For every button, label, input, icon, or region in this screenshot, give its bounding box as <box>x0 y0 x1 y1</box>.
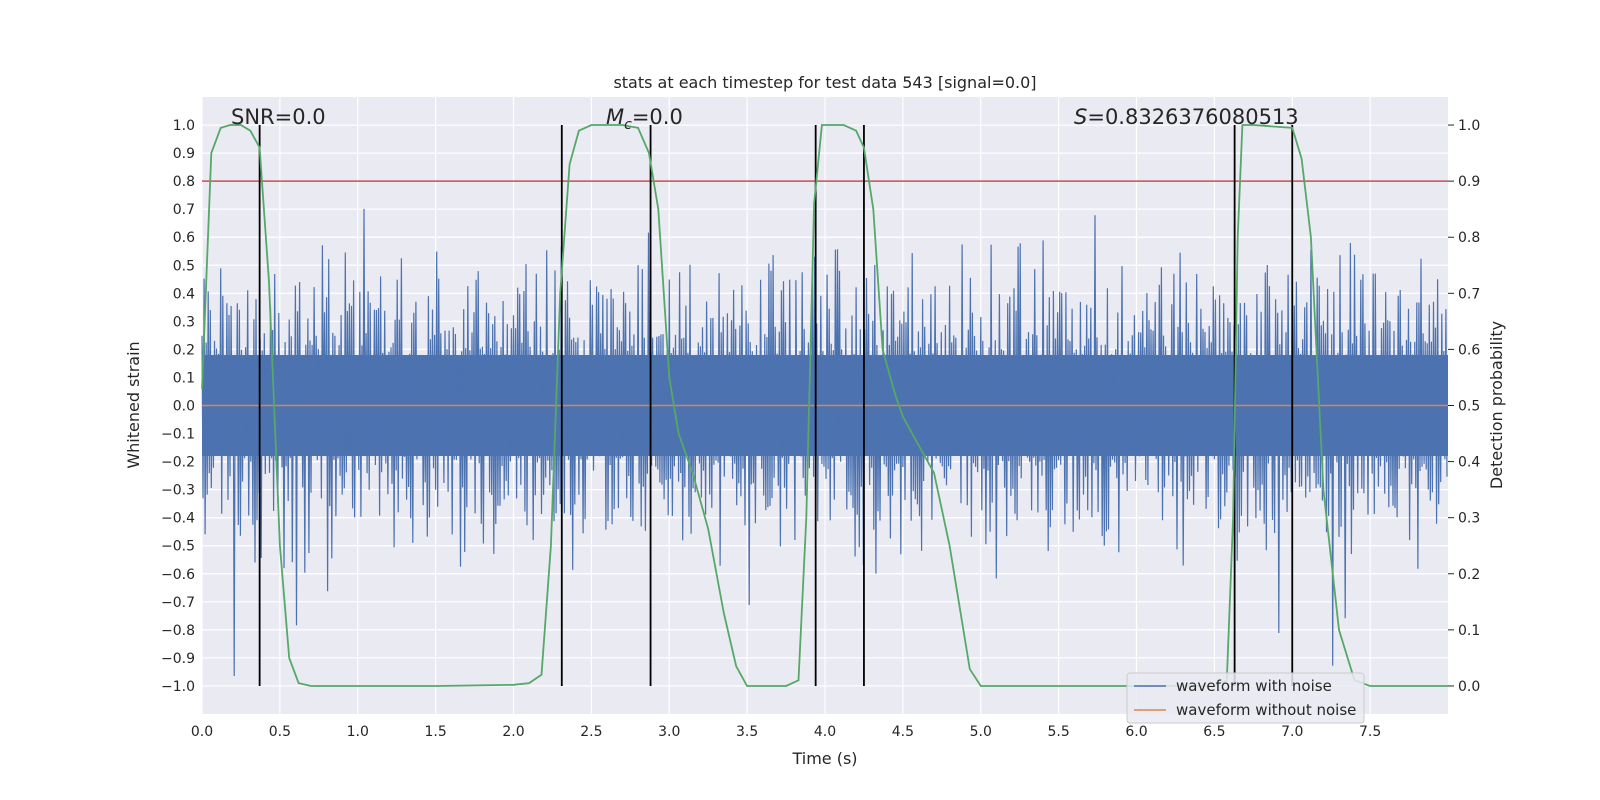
y-right-tick-label: 0.2 <box>1458 567 1480 583</box>
legend-box <box>1126 672 1365 724</box>
snr-annotation: SNR=0.0 <box>231 105 326 129</box>
x-tick-label: 2.0 <box>502 724 524 740</box>
y-right-tick-label: 0.1 <box>1458 623 1480 639</box>
legend: waveform with noise waveform without noi… <box>1126 672 1365 724</box>
y-right-tick-label: 0.6 <box>1458 342 1480 358</box>
y-tick-label: 0.7 <box>173 202 195 218</box>
y-right-tick-label: 0.9 <box>1458 174 1480 190</box>
detection-probability-line <box>201 124 1448 687</box>
y-axis-label: Whitened strain <box>124 341 143 468</box>
x-tick-label: 1.5 <box>424 724 446 740</box>
x-tick-label: 4.0 <box>814 724 836 740</box>
y-tick-label: 0.9 <box>173 146 195 162</box>
y-right-axis-label: Detection probability <box>1487 321 1506 489</box>
x-tick-label: 0.5 <box>269 724 291 740</box>
y-tick-label: 0.6 <box>173 230 195 246</box>
s-value: =0.8326376080513 <box>1087 105 1298 129</box>
x-axis-ticks: 0.0 0.5 1.0 1.5 2.0 2.5 3.0 3.5 4.0 4.5 5.0 5.5 6.0 6… <box>191 724 1381 740</box>
mc-symbol: M <box>606 105 624 129</box>
x-tick-label: 2.5 <box>580 724 602 740</box>
y-tick-label: −0.9 <box>161 651 195 667</box>
y-right-tick-label: 0.0 <box>1458 679 1480 695</box>
y-right-tick-label: 0.5 <box>1458 399 1480 415</box>
y-right-tick-label: 1.0 <box>1458 118 1480 134</box>
y-tick-label: 0.1 <box>173 370 195 386</box>
legend-label-clean: waveform without noise <box>1176 701 1356 719</box>
y-tick-label: 0.4 <box>173 286 195 302</box>
y-tick-label: −0.4 <box>161 511 195 527</box>
noise-trace <box>201 208 1448 677</box>
y-tick-label: −0.7 <box>161 595 195 611</box>
x-tick-label: 5.5 <box>1047 724 1069 740</box>
y-tick-label: −0.8 <box>161 623 195 639</box>
y-tick-label: −0.6 <box>161 567 195 583</box>
x-tick-label: 3.0 <box>658 724 680 740</box>
mc-subscript: c <box>624 117 632 133</box>
x-tick-label: 6.5 <box>1203 724 1225 740</box>
y-tick-label: −0.2 <box>161 455 195 471</box>
y-tick-label: 0.0 <box>173 399 195 415</box>
y-tick-label: 0.5 <box>173 258 195 274</box>
mc-value: =0.0 <box>632 105 683 129</box>
y-tick-label: 0.3 <box>173 314 195 330</box>
y-right-tick-label: 0.4 <box>1458 455 1480 471</box>
y-right-tick-label: 0.8 <box>1458 230 1480 246</box>
y-tick-label: 1.0 <box>173 118 195 134</box>
x-tick-label: 3.5 <box>736 724 758 740</box>
x-tick-label: 6.0 <box>1125 724 1147 740</box>
y-tick-label: −0.3 <box>161 483 195 499</box>
legend-label-noise: waveform with noise <box>1176 677 1332 695</box>
y-tick-label: −0.5 <box>161 539 195 555</box>
snr-value: =0.0 <box>275 105 326 129</box>
snr-label: SNR <box>231 105 275 129</box>
y-tick-label: 0.2 <box>173 342 195 358</box>
y-tick-label: −0.1 <box>161 427 195 443</box>
x-tick-label: 1.0 <box>347 724 369 740</box>
y-tick-label: 0.8 <box>173 174 195 190</box>
s-annotation: S=0.8326376080513 <box>1074 105 1299 129</box>
x-tick-label: 7.0 <box>1281 724 1303 740</box>
x-tick-label: 5.0 <box>970 724 992 740</box>
y-right-axis-ticks: 0.0 0.1 0.2 0.3 0.4 0.5 0.6 0.7 0.8 0.9 1.0 <box>1448 118 1480 695</box>
y-tick-label: −1.0 <box>161 679 195 695</box>
x-axis-label: Time (s) <box>791 749 857 768</box>
y-right-tick-label: 0.3 <box>1458 511 1480 527</box>
x-tick-label: 4.5 <box>892 724 914 740</box>
y-right-tick-label: 0.7 <box>1458 286 1480 302</box>
y-axis-ticks: −1.0 −0.9 −0.8 −0.7 −0.6 −0.5 −0.4 −0.3 −0.2 −0.1… <box>161 118 195 695</box>
mc-annotation: Mc=0.0 <box>606 105 683 133</box>
chart-title: stats at each timestep for test data 543… <box>613 73 1036 92</box>
x-tick-label: 0.0 <box>191 724 213 740</box>
s-symbol: S <box>1074 105 1087 129</box>
x-tick-label: 7.5 <box>1359 724 1381 740</box>
